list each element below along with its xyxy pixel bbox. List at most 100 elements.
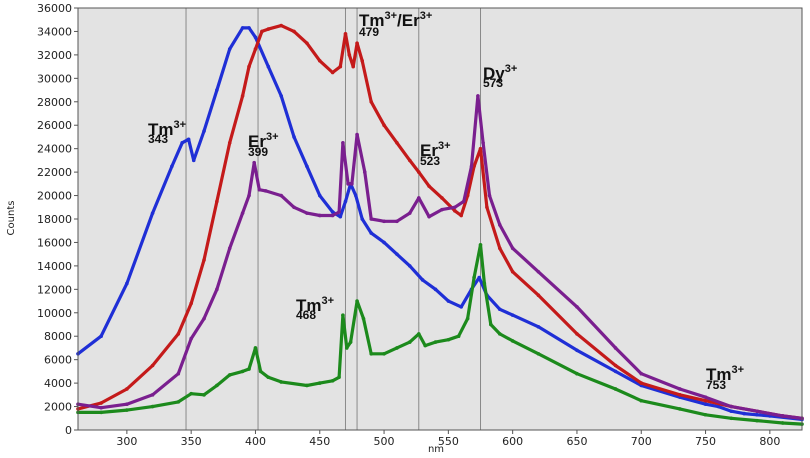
data-point <box>446 337 451 342</box>
data-point <box>227 47 232 51</box>
data-point <box>189 336 193 341</box>
data-point <box>337 210 341 214</box>
data-point <box>459 213 464 218</box>
data-point <box>395 219 399 224</box>
annotation-wavelength: 523 <box>420 154 440 168</box>
data-point <box>487 193 492 198</box>
data-point <box>150 211 155 215</box>
data-point <box>407 211 412 215</box>
data-point <box>536 352 541 356</box>
data-point <box>240 26 245 30</box>
series-3 <box>76 94 804 421</box>
data-point <box>189 301 193 306</box>
annotation-ion: Tm <box>706 365 732 384</box>
data-point <box>613 346 618 350</box>
data-point <box>189 391 193 396</box>
data-point <box>613 387 618 391</box>
annotation-charge: 3+ <box>438 140 451 152</box>
x-tick-label: 500 <box>374 435 395 448</box>
data-point <box>99 401 103 405</box>
annotation-wavelength: 753 <box>706 378 726 392</box>
data-point <box>497 307 502 312</box>
data-point <box>465 316 470 321</box>
data-point <box>478 146 483 151</box>
annotation-wavelength: 468 <box>296 308 316 322</box>
data-point <box>180 141 184 145</box>
data-point <box>330 213 335 218</box>
data-point <box>469 164 474 169</box>
data-point <box>258 369 263 374</box>
data-point <box>266 375 271 380</box>
data-point <box>536 325 541 329</box>
series-1 <box>76 26 804 422</box>
data-point <box>292 135 296 139</box>
data-point <box>639 381 644 385</box>
data-point <box>247 64 251 69</box>
data-point <box>347 53 352 57</box>
x-tick-label: 550 <box>438 435 459 448</box>
data-point <box>227 141 232 145</box>
data-point <box>355 41 359 45</box>
y-tick-label: 0 <box>65 424 72 437</box>
data-point <box>427 184 431 188</box>
data-point <box>247 26 251 30</box>
data-point <box>125 408 129 412</box>
data-point <box>338 214 343 219</box>
data-point <box>416 196 421 200</box>
data-point <box>703 398 708 403</box>
data-point <box>346 182 350 186</box>
y-tick-label: 26000 <box>37 119 72 132</box>
data-point <box>351 64 355 69</box>
data-point <box>99 405 103 410</box>
data-point <box>353 193 358 198</box>
data-point <box>338 64 343 69</box>
data-point <box>742 411 746 416</box>
data-point <box>330 70 335 75</box>
data-point <box>292 29 296 34</box>
data-point <box>343 31 348 36</box>
x-tick-label: 650 <box>566 435 587 448</box>
annotation-wavelength: 399 <box>248 145 268 159</box>
data-point <box>257 187 262 192</box>
data-point <box>427 214 431 219</box>
data-point <box>176 332 181 336</box>
data-point <box>478 242 483 247</box>
data-point <box>99 334 103 339</box>
annotation-charge-2: 3+ <box>420 10 433 22</box>
data-point <box>240 369 245 374</box>
svg-text:Tm3+: Tm3+ <box>706 364 744 384</box>
data-point <box>613 369 618 374</box>
y-tick-label: 8000 <box>44 330 72 343</box>
data-point <box>472 275 476 280</box>
data-point <box>497 332 502 336</box>
data-point <box>729 409 734 414</box>
data-point <box>361 316 366 321</box>
annotation-charge: 3+ <box>322 295 335 307</box>
data-point <box>369 217 374 221</box>
y-tick-label: 22000 <box>37 166 72 179</box>
y-tick-label: 2000 <box>44 401 72 414</box>
annotation-wavelength: 479 <box>359 25 379 39</box>
series-4 <box>76 242 804 426</box>
reference-lines <box>185 8 482 430</box>
series-line <box>76 243 804 426</box>
data-point <box>279 23 283 28</box>
annotation-tm-er-479: Tm3+/Er3+ 479 <box>359 10 432 39</box>
data-point <box>266 64 271 69</box>
data-point <box>266 27 271 31</box>
data-point <box>369 352 374 356</box>
data-point <box>263 189 268 193</box>
data-point <box>536 269 541 274</box>
y-tick-label: 14000 <box>37 260 72 273</box>
svg-text:Er3+: Er3+ <box>248 131 279 151</box>
data-point <box>253 35 258 40</box>
data-point <box>186 137 191 142</box>
data-point <box>433 287 438 292</box>
annotation-er-399: Er3+ 399 <box>248 131 279 159</box>
svg-text:Tm3+: Tm3+ <box>148 119 186 139</box>
y-tick-label: 18000 <box>37 213 72 226</box>
data-point <box>252 160 256 165</box>
x-axis-label: nm <box>428 444 444 455</box>
y-tick-label: 20000 <box>37 190 72 203</box>
data-point <box>360 58 364 63</box>
